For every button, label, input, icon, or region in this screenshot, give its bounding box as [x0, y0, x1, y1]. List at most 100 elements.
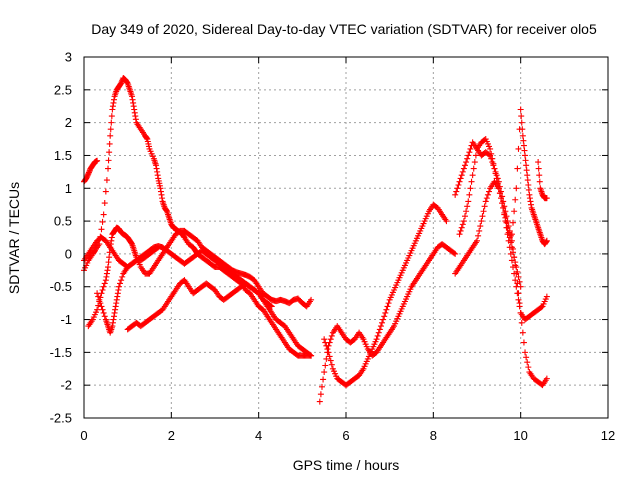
data-point-marker: [472, 152, 479, 159]
data-point-marker: [522, 349, 529, 356]
data-point-marker: [105, 165, 112, 172]
x-tick-label: 2: [168, 428, 175, 443]
data-point-marker: [384, 303, 391, 310]
data-point-marker: [383, 306, 390, 313]
data-point-marker: [100, 309, 107, 316]
data-point-marker: [477, 223, 484, 230]
data-point-marker: [488, 150, 495, 157]
data-point-marker: [501, 209, 508, 216]
data-point-marker: [100, 211, 107, 218]
data-point-marker: [452, 191, 459, 198]
data-point-marker: [517, 106, 524, 113]
data-point-marker: [375, 329, 382, 336]
data-point-marker: [461, 213, 468, 220]
series-arc-7: [321, 201, 450, 389]
data-point-marker: [324, 349, 331, 356]
data-point-marker: [515, 273, 522, 280]
data-point-marker: [482, 198, 489, 205]
data-point-marker: [466, 191, 473, 198]
data-point-marker: [456, 178, 463, 185]
data-point-marker: [535, 159, 542, 166]
data-point-marker: [459, 168, 466, 175]
data-point-marker: [480, 208, 487, 215]
data-point-marker: [328, 361, 335, 368]
data-point-marker: [377, 323, 384, 330]
data-point-marker: [99, 218, 106, 225]
data-point-marker: [458, 172, 465, 179]
series-arc-1: [81, 157, 101, 185]
data-point-marker: [327, 357, 334, 364]
data-point-marker: [373, 336, 380, 343]
data-point-marker: [460, 218, 467, 225]
series-arc-10: [452, 178, 550, 323]
data-point-marker: [308, 352, 315, 359]
data-point-marker: [458, 224, 465, 231]
data-point-marker: [487, 145, 494, 152]
data-point-marker: [543, 293, 550, 300]
data-point-marker: [385, 300, 392, 307]
data-point-marker: [117, 280, 124, 287]
chart-title: Day 349 of 2020, Sidereal Day-to-day VTE…: [91, 21, 597, 37]
data-point-marker: [489, 155, 496, 162]
data-point-marker: [467, 145, 474, 152]
x-tick-label: 6: [342, 428, 349, 443]
y-tick-label: -1: [60, 312, 72, 327]
data-point-marker: [464, 203, 471, 210]
data-point-marker: [499, 200, 506, 207]
data-point-marker: [380, 316, 387, 323]
data-point-marker: [97, 300, 104, 307]
data-point-marker: [101, 313, 108, 320]
data-point-marker: [492, 170, 499, 177]
data-point-marker: [512, 196, 519, 203]
data-point-marker: [382, 309, 389, 316]
data-point-marker: [106, 149, 113, 156]
data-point-marker: [504, 224, 511, 231]
data-point-marker: [514, 268, 521, 275]
data-point-marker: [536, 172, 543, 179]
data-point-marker: [381, 313, 388, 320]
data-point-marker: [513, 185, 520, 192]
y-tick-label: 0: [65, 246, 72, 261]
data-point-marker: [484, 191, 491, 198]
data-point-marker: [506, 234, 513, 241]
data-point-marker: [455, 181, 462, 188]
data-point-marker: [515, 296, 522, 303]
data-point-marker: [106, 140, 113, 147]
series-arc-3: [85, 224, 315, 330]
data-point-marker: [519, 329, 526, 336]
data-point-marker: [510, 219, 517, 226]
y-tick-label: 2: [65, 115, 72, 130]
series-arc-9: [452, 139, 550, 389]
series-arc-2: [81, 75, 315, 359]
data-point-marker: [98, 226, 105, 233]
data-point-marker: [103, 177, 110, 184]
data-point-marker: [511, 270, 518, 277]
data-point-marker: [94, 157, 101, 164]
data-point-marker: [321, 369, 328, 376]
plot-frame: [83, 56, 609, 419]
data-point-marker: [98, 303, 105, 310]
data-point-marker: [511, 208, 518, 215]
data-point-marker: [326, 339, 333, 346]
data-point-marker: [543, 195, 550, 202]
x-axis-label: GPS time / hours: [293, 457, 400, 473]
data-point-marker: [325, 342, 332, 349]
data-point-marker: [500, 204, 507, 211]
y-tick-label: -2.5: [50, 411, 72, 426]
data-point-marker: [495, 185, 502, 192]
data-point-marker: [505, 229, 512, 236]
data-point-marker: [524, 359, 531, 366]
data-point-marker: [543, 237, 550, 244]
data-point-marker: [374, 332, 381, 339]
data-point-marker: [105, 157, 112, 164]
data-point-marker: [514, 165, 521, 172]
data-point-marker: [502, 214, 509, 221]
data-point-marker: [463, 159, 470, 166]
x-tick-label: 12: [601, 428, 615, 443]
data-point-marker: [96, 296, 103, 303]
data-point-marker: [468, 178, 475, 185]
data-point-marker: [318, 383, 325, 390]
data-point-marker: [328, 332, 335, 339]
data-point-marker: [474, 237, 480, 244]
